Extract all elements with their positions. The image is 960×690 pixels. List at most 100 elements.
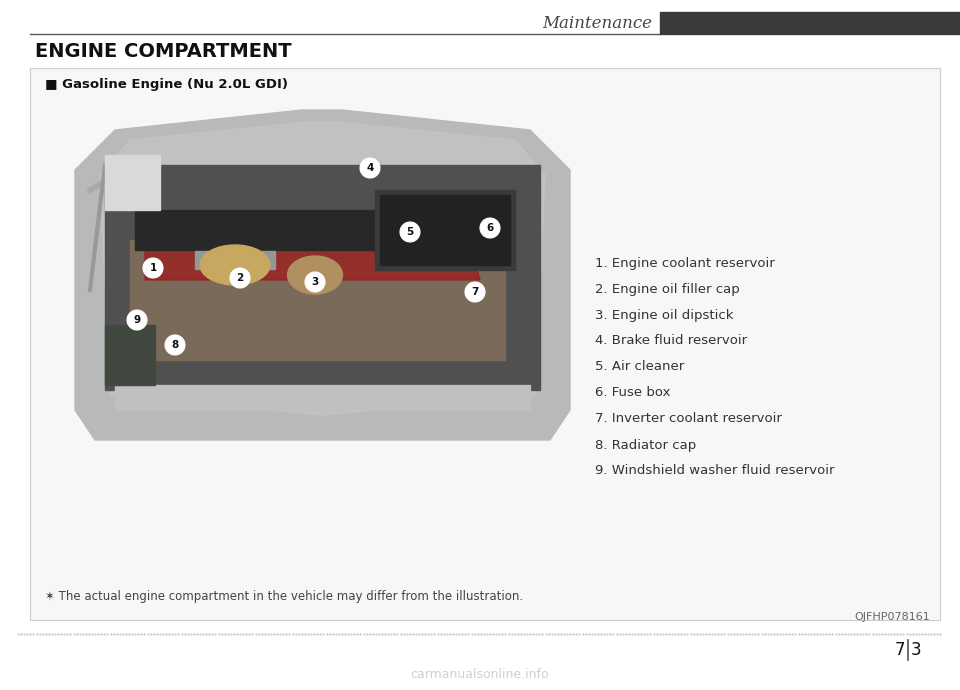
Point [702,629,717,640]
Point [649,629,664,640]
Polygon shape [75,110,570,440]
Point [445,629,461,640]
Point [683,629,698,640]
Polygon shape [145,240,480,280]
Point [624,629,639,640]
Point [708,629,723,640]
Point [220,629,235,640]
Point [90,629,106,640]
Point [797,629,812,640]
Point [26,629,41,640]
Point [273,629,288,640]
Point [158,629,174,640]
Point [372,629,387,640]
Point [575,629,590,640]
Point [766,629,781,640]
Point [581,629,596,640]
Point [600,629,615,640]
Point [161,629,177,640]
Point [356,629,372,640]
Point [565,629,581,640]
Point [115,629,131,640]
Point [831,629,847,640]
Point [661,629,677,640]
Text: 7. Inverter coolant reservoir: 7. Inverter coolant reservoir [595,413,781,426]
Point [606,629,621,640]
Polygon shape [105,165,540,390]
Point [621,629,636,640]
Point [677,629,692,640]
Point [859,629,875,640]
Point [538,629,553,640]
Point [896,629,911,640]
Bar [375,190,515,270]
Point [735,629,751,640]
Point [60,629,75,640]
Point [78,629,93,640]
Point [596,629,612,640]
Point [387,629,402,640]
Point [436,629,451,640]
Point [646,629,661,640]
Point [412,629,427,640]
Point [788,629,804,640]
Polygon shape [135,210,490,250]
Point [131,629,146,640]
Point [328,629,344,640]
Point [834,629,850,640]
Point [847,629,862,640]
Point [137,629,153,640]
Point [285,629,300,640]
Bar [380,195,510,265]
FancyArrow shape [195,251,275,269]
Point [69,629,84,640]
Point [84,629,100,640]
Point [365,629,380,640]
Point [726,629,741,640]
Text: 8. Radiator cap: 8. Radiator cap [595,439,696,451]
Point [634,629,649,640]
Point [384,629,399,640]
Point [868,629,883,640]
Point [118,629,133,640]
Point [349,629,365,640]
Point [470,629,486,640]
Point [819,629,834,640]
Point [689,629,705,640]
Point [430,629,445,640]
Point [667,629,683,640]
Point [544,629,560,640]
Point [393,629,408,640]
Point [713,629,729,640]
Point [532,629,547,640]
Point [229,629,245,640]
Point [204,629,220,640]
Point [337,629,352,640]
Text: 4. Brake fluid reservoir: 4. Brake fluid reservoir [595,335,747,348]
Point [809,629,825,640]
Point [72,629,87,640]
Point [313,629,328,640]
Point [103,629,118,640]
Point [883,629,899,640]
Point [239,629,254,640]
Point [741,629,756,640]
Bar [130,240,505,360]
Point [760,629,776,640]
Point [341,629,356,640]
Point [504,629,519,640]
Point [862,629,877,640]
Point [631,629,646,640]
Point [47,629,62,640]
Point [791,629,806,640]
Point [128,629,143,640]
Point [448,629,464,640]
Point [266,629,281,640]
Point [396,629,411,640]
Point [816,629,831,640]
Point [11,629,26,640]
Point [306,629,322,640]
Point [153,629,168,640]
Point [812,629,828,640]
Point [899,629,914,640]
